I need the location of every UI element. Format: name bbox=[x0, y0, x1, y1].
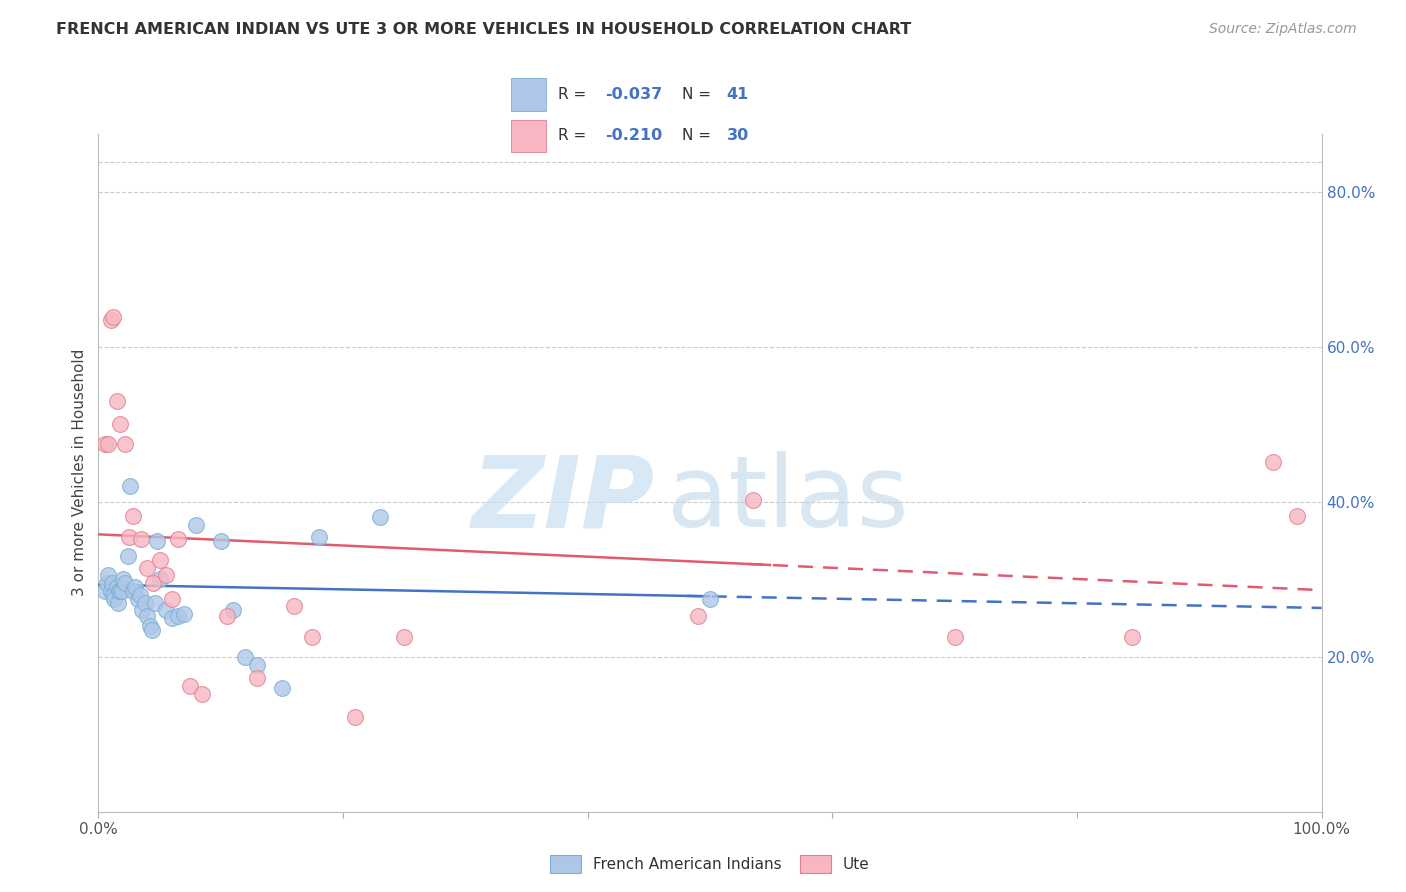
Text: N =: N = bbox=[682, 87, 716, 102]
Point bbox=[179, 679, 201, 693]
Point bbox=[1121, 631, 1143, 645]
Text: R =: R = bbox=[558, 128, 592, 143]
Point bbox=[127, 591, 149, 606]
Point bbox=[146, 533, 169, 548]
Point bbox=[114, 576, 136, 591]
Point bbox=[344, 710, 367, 724]
Point bbox=[246, 657, 269, 672]
Point bbox=[96, 576, 118, 591]
Point bbox=[93, 583, 115, 598]
Text: atlas: atlas bbox=[668, 451, 908, 549]
Point bbox=[129, 588, 152, 602]
Bar bbox=[510, 120, 547, 152]
Point bbox=[93, 436, 115, 450]
Point bbox=[101, 310, 124, 325]
Point bbox=[141, 623, 163, 637]
Point bbox=[110, 417, 132, 432]
Point bbox=[191, 687, 214, 701]
Point bbox=[186, 518, 208, 533]
Point bbox=[301, 631, 323, 645]
Point bbox=[101, 588, 124, 602]
Point bbox=[392, 631, 416, 645]
Point bbox=[139, 619, 162, 633]
Point bbox=[160, 611, 183, 625]
Point bbox=[143, 595, 166, 609]
Point bbox=[108, 583, 131, 598]
Point bbox=[160, 591, 183, 606]
Point bbox=[233, 649, 256, 664]
Point bbox=[308, 530, 330, 544]
Text: -0.210: -0.210 bbox=[606, 128, 662, 143]
Text: -0.037: -0.037 bbox=[606, 87, 662, 102]
Point bbox=[100, 583, 122, 598]
Point bbox=[173, 607, 195, 622]
Point bbox=[121, 508, 143, 523]
Text: 30: 30 bbox=[727, 128, 749, 143]
Point bbox=[149, 553, 172, 567]
Legend: French American Indians, Ute: French American Indians, Ute bbox=[544, 849, 876, 879]
Point bbox=[167, 532, 190, 546]
Point bbox=[215, 609, 238, 624]
Point bbox=[149, 572, 172, 586]
Point bbox=[1261, 454, 1284, 468]
Bar bbox=[510, 78, 547, 111]
Y-axis label: 3 or more Vehicles in Household: 3 or more Vehicles in Household bbox=[72, 349, 87, 597]
Point bbox=[222, 603, 245, 617]
Text: 41: 41 bbox=[727, 87, 749, 102]
Point bbox=[100, 312, 122, 326]
Point bbox=[155, 603, 177, 617]
Point bbox=[107, 595, 129, 609]
Point bbox=[209, 533, 232, 548]
Point bbox=[686, 609, 709, 624]
Text: Source: ZipAtlas.com: Source: ZipAtlas.com bbox=[1209, 22, 1357, 37]
Point bbox=[943, 631, 966, 645]
Point bbox=[117, 549, 139, 563]
Point bbox=[124, 580, 146, 594]
Text: N =: N = bbox=[682, 128, 716, 143]
Point bbox=[103, 591, 125, 606]
Text: R =: R = bbox=[558, 87, 592, 102]
Point bbox=[97, 436, 120, 450]
Point bbox=[105, 394, 128, 409]
Point bbox=[129, 532, 152, 546]
Point bbox=[97, 568, 120, 582]
Point bbox=[167, 609, 190, 624]
Point bbox=[121, 583, 143, 598]
Point bbox=[741, 493, 763, 508]
Point bbox=[136, 560, 159, 574]
Point bbox=[131, 603, 153, 617]
Point bbox=[136, 609, 159, 624]
Point bbox=[114, 436, 136, 450]
Point bbox=[105, 580, 128, 594]
Point bbox=[111, 572, 134, 586]
Point bbox=[246, 672, 269, 686]
Point bbox=[111, 583, 134, 598]
Point bbox=[120, 479, 142, 493]
Point bbox=[368, 510, 391, 524]
Point bbox=[134, 595, 156, 609]
Point bbox=[110, 583, 132, 598]
Point bbox=[699, 591, 721, 606]
Text: FRENCH AMERICAN INDIAN VS UTE 3 OR MORE VEHICLES IN HOUSEHOLD CORRELATION CHART: FRENCH AMERICAN INDIAN VS UTE 3 OR MORE … bbox=[56, 22, 911, 37]
Point bbox=[101, 576, 124, 591]
Point bbox=[118, 530, 141, 544]
Point bbox=[155, 568, 177, 582]
Point bbox=[142, 576, 165, 591]
Point bbox=[1286, 508, 1309, 523]
Point bbox=[270, 681, 294, 695]
Text: ZIP: ZIP bbox=[472, 451, 655, 549]
Point bbox=[283, 599, 305, 614]
